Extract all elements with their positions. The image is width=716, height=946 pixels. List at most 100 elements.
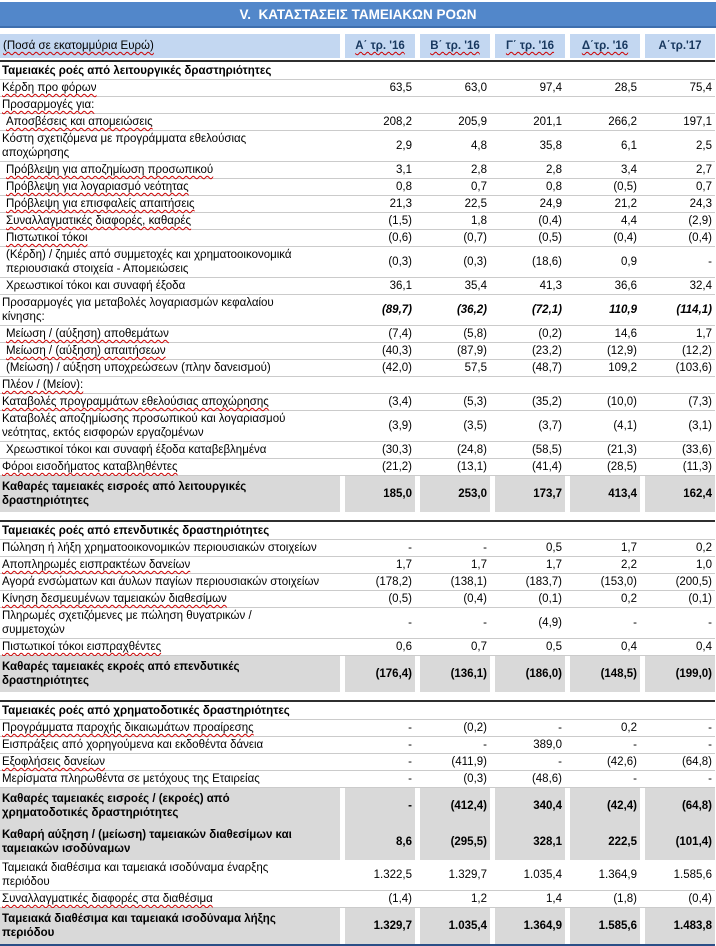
- section-header: Ταμειακές ροές από επενδυτικές δραστηριό…: [0, 522, 715, 539]
- value-cell: (412,4): [420, 788, 490, 824]
- row-label: Κόστη σχετιζόμενα με προγράμματα εθελούσ…: [2, 133, 247, 159]
- value-cell: 2,5: [696, 140, 712, 152]
- value-cell: -: [558, 722, 562, 734]
- value-cell: 0,4: [621, 641, 637, 653]
- value-cell: 1.585,6: [570, 908, 640, 944]
- value-cell: (42,6): [606, 756, 637, 768]
- value-cell: -: [408, 756, 412, 768]
- value-cell: (64,8): [681, 756, 712, 768]
- value-cell: [495, 384, 565, 386]
- table-row: Πρόβλεψη για επισφαλείς απαιτήσεις 21,3 22…: [0, 196, 715, 213]
- value-cell: -: [408, 773, 412, 785]
- value-cell: (13,1): [456, 461, 487, 473]
- table-row: Χρεωστικοί τόκοι και συναφή έξοδα καταβε…: [0, 442, 715, 459]
- value-cell: (28,5): [606, 461, 637, 473]
- row-label: Πρόβλεψη για αποζημίωση προσωπικού: [6, 164, 214, 176]
- value-cell: 57,5: [464, 362, 487, 374]
- row-label-cell: Εξοφλήσεις δανείων: [0, 754, 340, 770]
- row-label: Κέρδη προ φόρων: [2, 82, 97, 94]
- value-cell: (3,4): [388, 396, 412, 408]
- value-cell: 0,8: [546, 181, 562, 193]
- value-cell: 1.585,6: [673, 869, 712, 881]
- table-header-row: (Ποσά σε εκατομμύρια Ευρώ) Α΄ τρ. '16 Β΄ τ…: [0, 34, 715, 58]
- report-title: V. ΚΑΤΑΣΤΑΣΕΙΣ ΤΑΜΕΙΑΚΩΝ ΡΟΩΝ: [0, 2, 716, 28]
- row-label: Καθαρή αύξηση / (μείωση) ταμειακών διαθε…: [2, 829, 292, 855]
- row-label-cell: Καθαρές ταμειακές εκροές από επενδυτικές…: [0, 656, 340, 692]
- value-cell: (411,9): [451, 756, 487, 768]
- row-label: Καθαρές ταμειακές εκροές από επενδυτικές…: [2, 661, 240, 687]
- row-label-cell: Πρόβλεψη για αποζημίωση προσωπικού: [0, 162, 340, 178]
- value-cell: 2,9: [396, 140, 412, 152]
- value-cell: 1,4: [546, 893, 562, 905]
- value-cell: (0,4): [613, 232, 637, 244]
- row-label: Εισπράξεις από χορηγούμενα και εκδοθέντα…: [2, 739, 264, 751]
- value-cell: -: [408, 739, 412, 751]
- value-cell: 41,3: [539, 280, 562, 292]
- value-cell: 1,7: [696, 328, 712, 340]
- value-cell: -: [708, 773, 712, 785]
- value-cell: (48,7): [531, 362, 562, 374]
- table-row: Κέρδη προ φόρων 63,5 63,0 97,4 28,5 75,4: [0, 80, 715, 97]
- value-cell: -: [633, 617, 637, 629]
- value-cell: 1,7: [471, 559, 487, 571]
- value-cell: (21,2): [381, 461, 412, 473]
- table-row: Κόστη σχετιζόμενα με προγράμματα εθελούσ…: [0, 131, 715, 162]
- value-cell: 413,4: [570, 476, 640, 512]
- column-header: Α΄τρ.'17: [645, 34, 715, 58]
- value-cell: 0,7: [696, 181, 712, 193]
- section-header: Ταμειακές ροές από λειτουργικές δραστηρι…: [0, 62, 715, 79]
- value-cell: (4,9): [538, 617, 562, 629]
- table-row: Προγράμματα παροχής δικαιωμάτων προαίρεσ…: [0, 720, 715, 737]
- row-label-cell: Χρεωστικοί τόκοι και συναφή έξοδα: [0, 278, 340, 294]
- value-cell: -: [408, 617, 412, 629]
- value-cell: 0,2: [696, 542, 712, 554]
- value-cell: 97,4: [539, 82, 562, 94]
- row-label-cell: (Μείωση) / αύξηση υποχρεώσεων (πλην δανε…: [0, 360, 340, 376]
- value-cell: (0,4): [463, 593, 487, 605]
- value-cell: (0,1): [538, 593, 562, 605]
- value-cell: [345, 384, 415, 386]
- value-cell: 0,5: [546, 542, 562, 554]
- value-cell: 21,3: [389, 198, 412, 210]
- value-cell: 1.364,9: [598, 869, 637, 881]
- value-cell: 340,4: [495, 788, 565, 824]
- value-cell: (101,4): [645, 824, 715, 860]
- value-cell: (58,5): [531, 444, 562, 456]
- value-cell: 14,6: [614, 328, 637, 340]
- value-cell: -: [708, 617, 712, 629]
- row-label: Πλέον / (Μείον):: [2, 379, 84, 391]
- table-row: Πρόβλεψη για λογαριασμό νεότητας 0,8 0,7 0,…: [0, 179, 715, 196]
- value-cell: -: [483, 542, 487, 554]
- table-row: Καταβολές αποζημίωσης προσωπικού και λογ…: [0, 411, 715, 442]
- value-cell: 389,0: [533, 739, 562, 751]
- value-cell: 222,5: [570, 824, 640, 860]
- value-cell: -: [408, 542, 412, 554]
- row-label-cell: Συναλλαγματικές διαφορές στα διαθέσιμα: [0, 891, 340, 907]
- table-row: Συναλλαγματικές διαφορές, καθαρές (1,5) 1,…: [0, 213, 715, 230]
- value-cell: [420, 104, 490, 106]
- table-row: Μείωση / (αύξηση) αποθεμάτων (7,4) (5,8) (0…: [0, 326, 715, 343]
- row-label: Χρεωστικοί τόκοι και συναφή έξοδα: [6, 280, 186, 292]
- row-label: Μείωση / (αύξηση) αποθεμάτων: [6, 328, 169, 340]
- row-label: Καταβολές προγραμμάτων εθελούσιας αποχώρ…: [2, 396, 269, 408]
- value-cell: (0,4): [538, 215, 562, 227]
- value-cell: -: [633, 739, 637, 751]
- value-cell: 21,2: [614, 198, 637, 210]
- value-cell: 2,8: [471, 164, 487, 176]
- value-cell: 1,7: [546, 559, 562, 571]
- value-cell: (0,3): [388, 256, 412, 268]
- value-cell: -: [708, 722, 712, 734]
- value-cell: -: [345, 788, 415, 824]
- value-cell: (89,7): [381, 304, 412, 316]
- value-cell: -: [408, 722, 412, 734]
- table-row: Χρεωστικοί τόκοι και συναφή έξοδα 36,1 35,…: [0, 278, 715, 295]
- value-cell: [645, 384, 715, 386]
- table-row: Συναλλαγματικές διαφορές στα διαθέσιμα (1…: [0, 891, 715, 908]
- row-label: Αποσβέσεις και απομειώσεις: [6, 116, 153, 128]
- value-cell: (200,5): [675, 576, 712, 588]
- value-cell: (0,2): [463, 722, 487, 734]
- value-cell: (183,7): [525, 576, 562, 588]
- row-label: Αγορά ενσώματων και άυλων παγίων περιουσ…: [2, 576, 320, 588]
- value-cell: 110,9: [609, 304, 637, 316]
- row-label-cell: Πρόβλεψη για επισφαλείς απαιτήσεις: [0, 196, 340, 212]
